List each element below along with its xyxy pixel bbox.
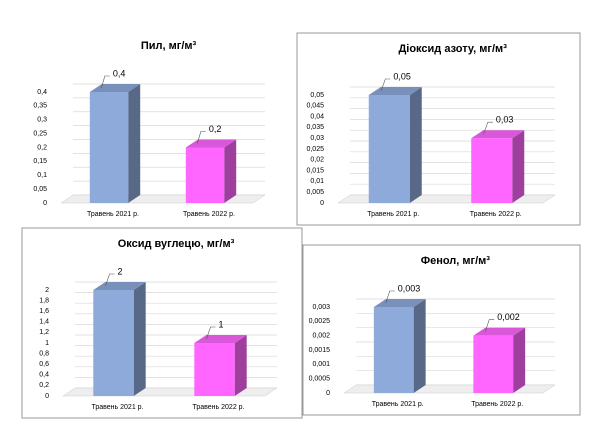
y-tick-label: 1 [45, 340, 49, 347]
label-leader [206, 326, 216, 340]
y-tick-label: 0,25 [33, 130, 47, 137]
y-tick-label: 0,015 [306, 167, 324, 174]
y-tick-label: 1,6 [39, 308, 49, 315]
chart-panel: Діоксид азоту, мг/м³ 0 0,005 0,01 0,015 0,02 0… [296, 32, 581, 226]
y-tick-label: 0,02 [310, 157, 324, 164]
chart-panel: Фенол, мг/м³ 0 0,0005 0,001 0,0015 0,002 0,002… [302, 244, 581, 416]
y-tick-label: 0,35 [33, 103, 47, 110]
value-label: 1 [219, 319, 224, 329]
x-tick-label: Травень 2022 р. [470, 211, 522, 218]
label-leader [485, 319, 495, 332]
x-tick-label: Травень 2021 р. [91, 404, 143, 411]
x-tick-label: Травень 2022 р. [183, 211, 235, 218]
y-tick-label: 0 [43, 200, 47, 207]
y-tick-label: 0,003 [312, 304, 330, 311]
chart-title: Пил, мг/м³ [141, 40, 197, 52]
bar-side [512, 130, 525, 203]
panel-border [21, 227, 303, 419]
bar-side [234, 335, 247, 396]
bar-side [224, 139, 237, 203]
y-tick-label: 0,2 [39, 382, 49, 389]
x-tick-label: Травень 2021 р. [372, 401, 424, 408]
y-tick-label: 0,15 [33, 158, 47, 165]
y-tick-label: 0,1 [37, 172, 47, 179]
y-tick-label: 0,001 [312, 361, 330, 368]
value-label: 0,2 [209, 124, 222, 134]
bar-top [373, 299, 426, 307]
y-tick-label: 1,4 [39, 319, 49, 326]
x-tick-label: Травень 2022 р. [471, 401, 523, 408]
chart-panel: Пил, мг/м³ 0 0,05 0,1 0,15 0,2 0,25 0,3 0,35 0,4 Т… [33, 40, 266, 218]
label-leader [380, 78, 391, 92]
bar [373, 307, 414, 393]
y-tick-label: 0,4 [37, 89, 47, 96]
x-tick-label: Травень 2022 р. [192, 404, 244, 411]
y-tick-label: 0 [45, 393, 49, 400]
x-tick-label: Травень 2021 р. [87, 211, 139, 218]
y-tick-label: 0,4 [39, 372, 49, 379]
value-label: 0,002 [497, 312, 520, 322]
bar [471, 138, 513, 203]
value-label: 2 [118, 266, 123, 276]
label-leader [197, 131, 206, 144]
y-tick-label: 0,025 [306, 146, 324, 153]
label-leader [385, 290, 395, 304]
y-tick-label: 0,04 [310, 113, 324, 120]
y-tick-label: 0,01 [310, 178, 324, 185]
y-tick-label: 0,05 [33, 186, 47, 193]
bar [194, 343, 235, 396]
y-tick-label: 1,2 [39, 329, 49, 336]
y-tick-label: 0,05 [310, 92, 324, 99]
bar [89, 92, 129, 203]
y-tick-label: 0 [326, 390, 330, 397]
bar-side [128, 84, 141, 203]
value-label: 0,05 [393, 71, 411, 81]
value-label: 0,03 [496, 115, 514, 125]
y-tick-label: 0,045 [306, 103, 324, 110]
value-label: 0,4 [113, 68, 126, 78]
label-leader [105, 273, 115, 287]
y-tick-label: 0,8 [39, 350, 49, 357]
y-tick-label: 0,002 [312, 333, 330, 340]
label-leader [101, 75, 110, 89]
y-tick-label: 0,035 [306, 124, 324, 131]
y-tick-label: 0,0025 [309, 318, 331, 325]
bar-top [473, 327, 526, 336]
y-tick-label: 0,3 [37, 117, 47, 124]
bar [368, 95, 410, 203]
y-tick-label: 0 [320, 200, 324, 207]
y-tick-label: 0,005 [306, 189, 324, 196]
panel-border [296, 32, 581, 226]
bar-side [409, 87, 422, 203]
bar [473, 335, 514, 393]
y-tick-label: 1,8 [39, 297, 49, 304]
y-tick-label: 0,6 [39, 361, 49, 368]
bar-top [89, 84, 141, 92]
x-tick-label: Травень 2021 р. [367, 211, 419, 218]
y-tick-label: 0,03 [310, 135, 324, 142]
bar-side [413, 299, 426, 393]
y-tick-label: 2 [45, 287, 49, 294]
bar-side [133, 282, 146, 396]
chart-panel: Оксид вуглецю, мг/м³ 0 0,2 0,4 0,6 0,8 1 1,2 1,4… [21, 227, 303, 419]
label-leader [483, 121, 493, 135]
y-tick-label: 0,0015 [309, 347, 331, 354]
bar-top [185, 139, 237, 148]
y-tick-label: 0,0005 [309, 376, 331, 383]
chart-title: Фенол, мг/м³ [421, 255, 491, 267]
panel-border [302, 244, 581, 416]
chart-title: Діоксид азоту, мг/м³ [398, 43, 507, 55]
y-tick-label: 0,2 [37, 144, 47, 151]
bar [93, 290, 134, 396]
bar-side [513, 327, 526, 393]
chart-title: Оксид вуглецю, мг/м³ [118, 238, 235, 250]
value-label: 0,003 [398, 283, 421, 293]
bar [185, 147, 225, 203]
